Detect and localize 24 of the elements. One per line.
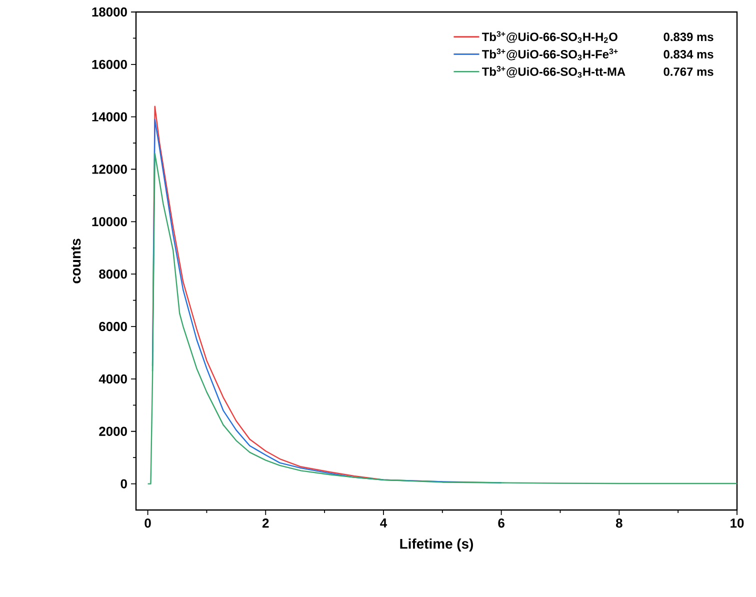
y-axis-title: counts bbox=[71, 238, 81, 284]
legend-label: Tb$^{3+}$@UiO-66-SO$_{3}$H-Fe$^{3+}$ bbox=[482, 48, 618, 60]
y-tick-label: 8000 bbox=[99, 270, 127, 279]
y-tick-label: 14000 bbox=[92, 112, 127, 122]
y-tick-label: 10000 bbox=[92, 217, 127, 226]
x-tick-label: 4 bbox=[380, 518, 388, 528]
x-tick-label: 8 bbox=[616, 518, 622, 528]
y-tick-label: 12000 bbox=[92, 164, 127, 174]
annotation: 0.839 ms bbox=[664, 32, 714, 42]
y-tick-label: 0 bbox=[120, 479, 127, 488]
annotation: 0.767 ms bbox=[664, 67, 714, 76]
y-tick-label: 18000 bbox=[92, 7, 127, 17]
x-tick-label: 10 bbox=[730, 518, 744, 528]
x-axis-title: Lifetime (s) bbox=[400, 538, 473, 552]
y-tick-label: 4000 bbox=[98, 374, 127, 384]
legend-label: Tb$^{3+}$@UiO-66-SO$_{3}$H-tt-MA bbox=[482, 66, 626, 78]
annotation: 0.834 ms bbox=[664, 50, 714, 59]
x-tick-label: 0 bbox=[144, 518, 151, 528]
y-tick-label: 2000 bbox=[99, 426, 127, 436]
y-tick-label: 6000 bbox=[99, 322, 127, 332]
x-tick-label: 6 bbox=[498, 518, 504, 528]
legend-label: Tb$^{3+}$@UiO-66-SO$_{3}$H-H$_{2}$O bbox=[482, 31, 618, 43]
x-tick-label: 2 bbox=[262, 518, 269, 528]
y-tick-label: 16000 bbox=[92, 60, 127, 69]
